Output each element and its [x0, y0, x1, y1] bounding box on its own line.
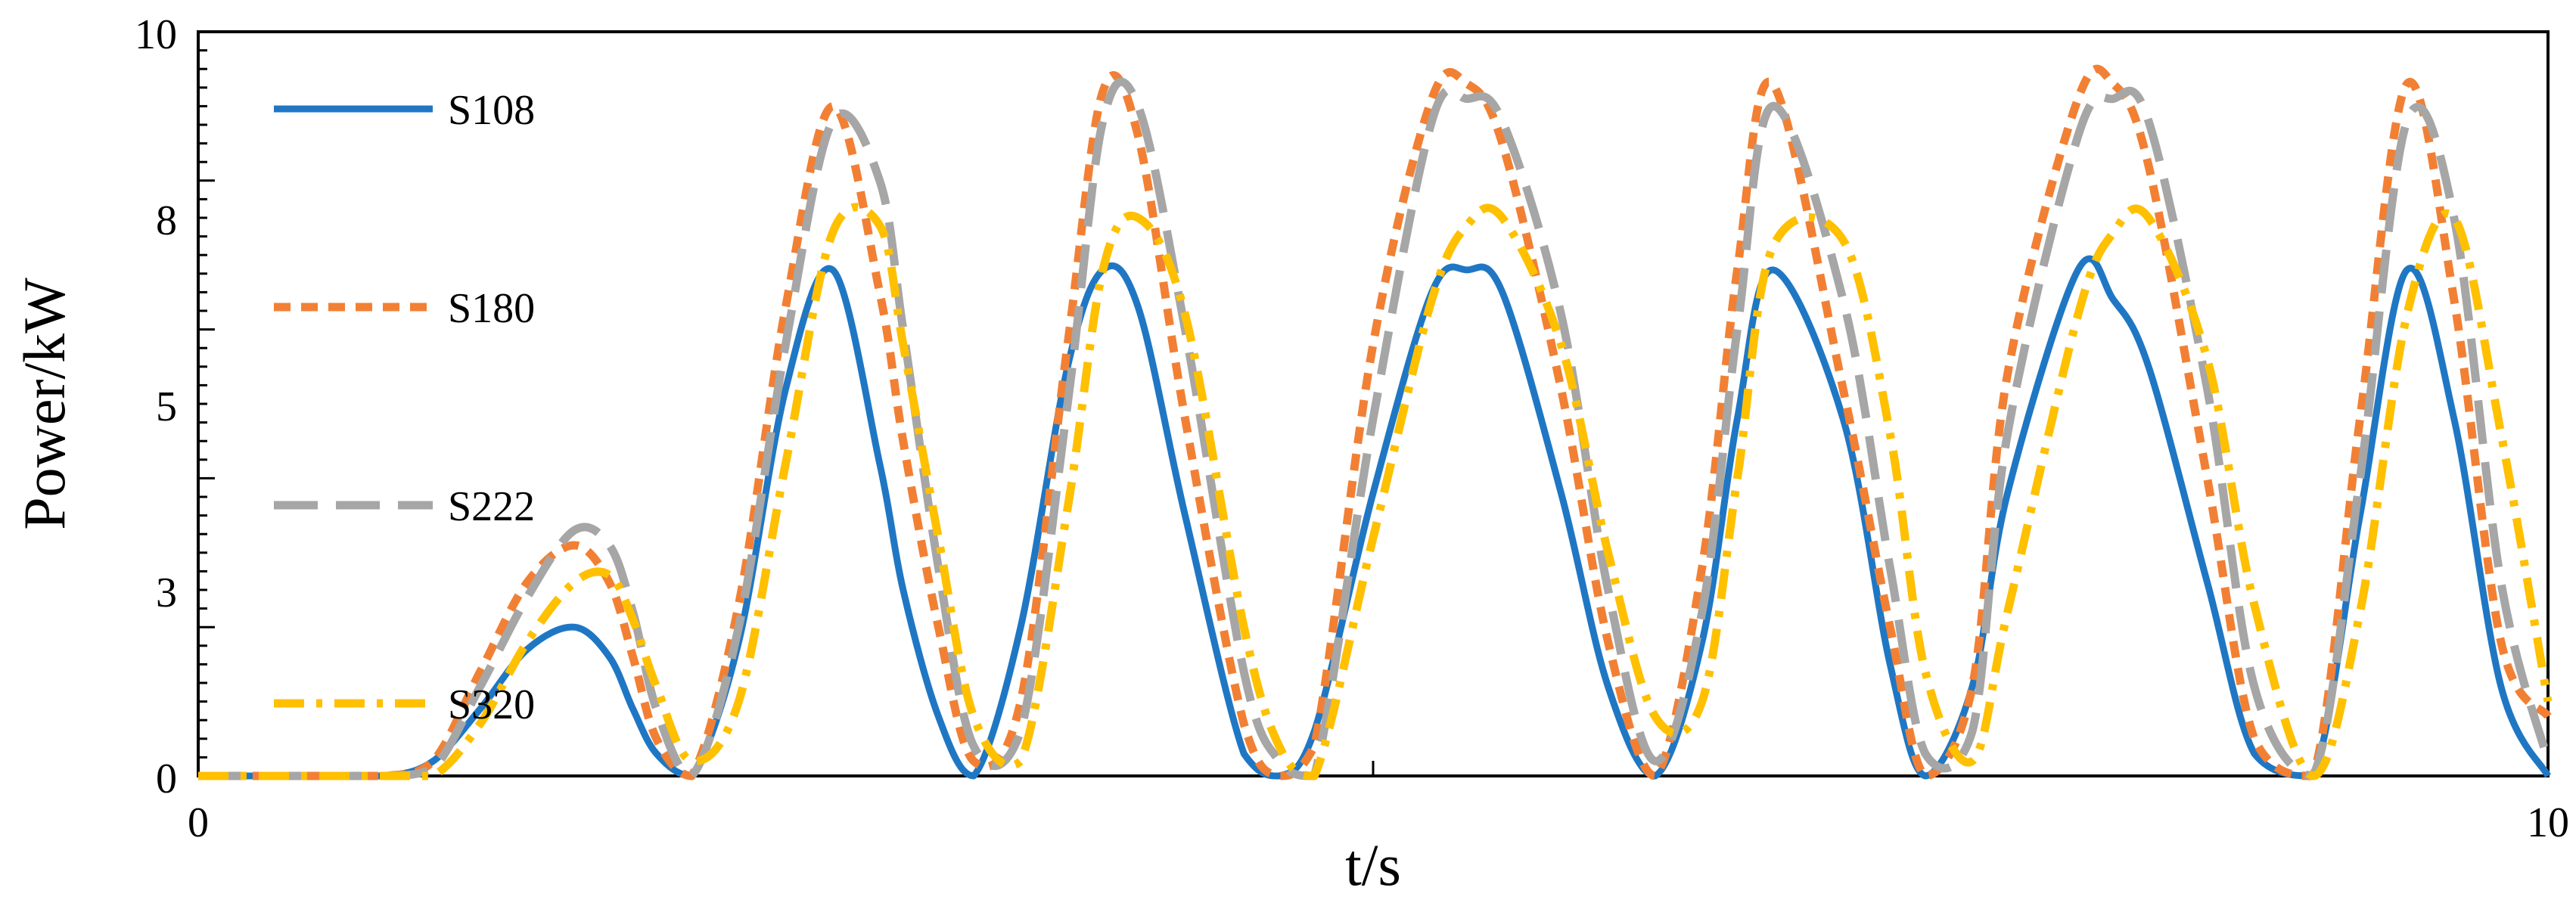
y-axis-label: Power/kW: [11, 278, 77, 530]
series-lines: [198, 64, 2553, 780]
series-line-S180: [198, 64, 2552, 780]
legend-label: S180: [448, 285, 535, 332]
x-tick-label: 0: [188, 799, 209, 846]
legend-label: S222: [448, 483, 535, 530]
y-axis-ticks: 0 3 5 8 10: [135, 11, 215, 802]
legend: S108 S180 S222 S320: [274, 87, 535, 728]
y-tick-label: 10: [135, 11, 177, 58]
y-tick-label: 0: [156, 756, 177, 802]
y-tick-label: 8: [156, 197, 177, 244]
x-axis-ticks: 0 10: [188, 761, 2569, 846]
legend-label: S320: [448, 681, 535, 728]
x-axis-label: t/s: [1345, 832, 1401, 898]
x-tick-label: 10: [2527, 799, 2569, 846]
legend-label: S108: [448, 87, 535, 134]
y-tick-label: 3: [156, 569, 177, 616]
y-tick-label: 5: [156, 383, 177, 430]
